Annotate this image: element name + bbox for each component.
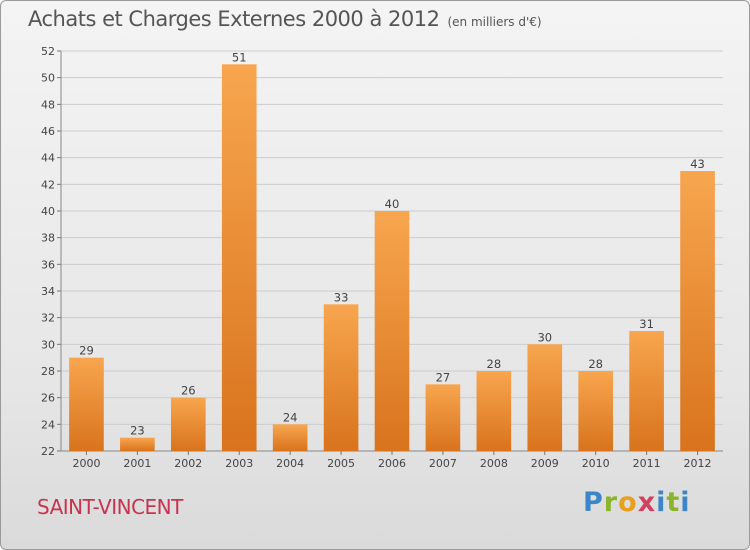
bar-value-label: 29: [79, 344, 94, 358]
y-tick-label: 38: [41, 232, 55, 245]
y-tick-label: 52: [41, 45, 55, 58]
x-tick-label: 2011: [633, 457, 661, 470]
x-tick-label: 2004: [276, 457, 304, 470]
bar: [374, 211, 410, 451]
x-tick-label: 2001: [123, 457, 151, 470]
y-tick-label: 28: [41, 365, 55, 378]
x-tick-label: 2006: [378, 457, 406, 470]
x-tick-label: 2003: [225, 457, 253, 470]
x-tick-label: 2005: [327, 457, 355, 470]
x-tick-label: 2002: [174, 457, 202, 470]
bar: [69, 357, 104, 451]
bar: [578, 371, 614, 451]
bar: [272, 424, 308, 451]
logo-letter: r: [603, 487, 619, 518]
bar-value-label: 28: [487, 357, 502, 371]
x-tick-label: 2007: [429, 457, 457, 470]
y-tick-label: 22: [41, 445, 55, 458]
y-tick-label: 32: [41, 312, 55, 325]
y-tick-label: 34: [41, 285, 55, 298]
bar-value-label: 30: [537, 330, 552, 344]
y-tick-label: 24: [41, 418, 55, 431]
y-tick-label: 40: [41, 205, 55, 218]
bar: [425, 384, 461, 451]
bar: [476, 371, 512, 451]
bar-value-label: 51: [232, 50, 247, 64]
bar: [629, 331, 664, 451]
bar-value-label: 43: [690, 157, 705, 171]
y-tick-label: 44: [41, 152, 55, 165]
bar: [527, 344, 563, 451]
bar-value-label: 28: [588, 357, 603, 371]
proxiti-logo: Proxiti: [583, 487, 691, 518]
bar: [221, 64, 257, 452]
y-tick-label: 26: [41, 392, 55, 405]
chart-unit: (en milliers d'€): [447, 15, 542, 29]
bar-value-label: 24: [283, 410, 298, 424]
y-tick-label: 48: [41, 98, 55, 111]
chart-title: Achats et Charges Externes 2000 à 2012 (e…: [28, 7, 542, 31]
bar: [120, 437, 155, 451]
x-tick-label: 2012: [684, 457, 712, 470]
bar-value-label: 26: [181, 384, 196, 398]
logo-letter: o: [618, 487, 638, 518]
bar: [680, 171, 715, 451]
city-name: SAINT-VINCENT: [37, 495, 183, 519]
bar-value-label: 40: [385, 197, 400, 211]
chart-title-text: Achats et Charges Externes 2000 à 2012: [28, 7, 440, 31]
bars: [69, 64, 715, 452]
logo-letter: i: [680, 487, 691, 518]
bar-value-label: 27: [436, 370, 451, 384]
bar-value-label: 23: [130, 424, 145, 438]
logo-letter: x: [637, 487, 657, 518]
y-tick-label: 42: [41, 178, 55, 191]
x-tick-label: 2008: [480, 457, 508, 470]
y-tick-label: 46: [41, 125, 55, 138]
value-labels: 29 23 26 51 24 33 40 27 28 30 28 31 43: [79, 50, 705, 437]
logo-letter: t: [666, 487, 681, 518]
x-axis: 2000 2001 2002 2003 2004 2005 2006 2007 2008 2009…: [72, 451, 712, 470]
bar: [170, 397, 206, 451]
logo-letter: i: [656, 487, 667, 518]
x-tick-label: 2010: [582, 457, 610, 470]
bar-value-label: 31: [639, 317, 654, 331]
logo-letter: P: [583, 487, 604, 518]
x-tick-label: 2000: [72, 457, 100, 470]
bar: [323, 304, 359, 451]
y-tick-label: 50: [41, 72, 55, 85]
bar-value-label: 33: [334, 290, 349, 304]
y-tick-label: 36: [41, 258, 55, 271]
y-tick-label: 30: [41, 338, 55, 351]
x-tick-label: 2009: [531, 457, 559, 470]
